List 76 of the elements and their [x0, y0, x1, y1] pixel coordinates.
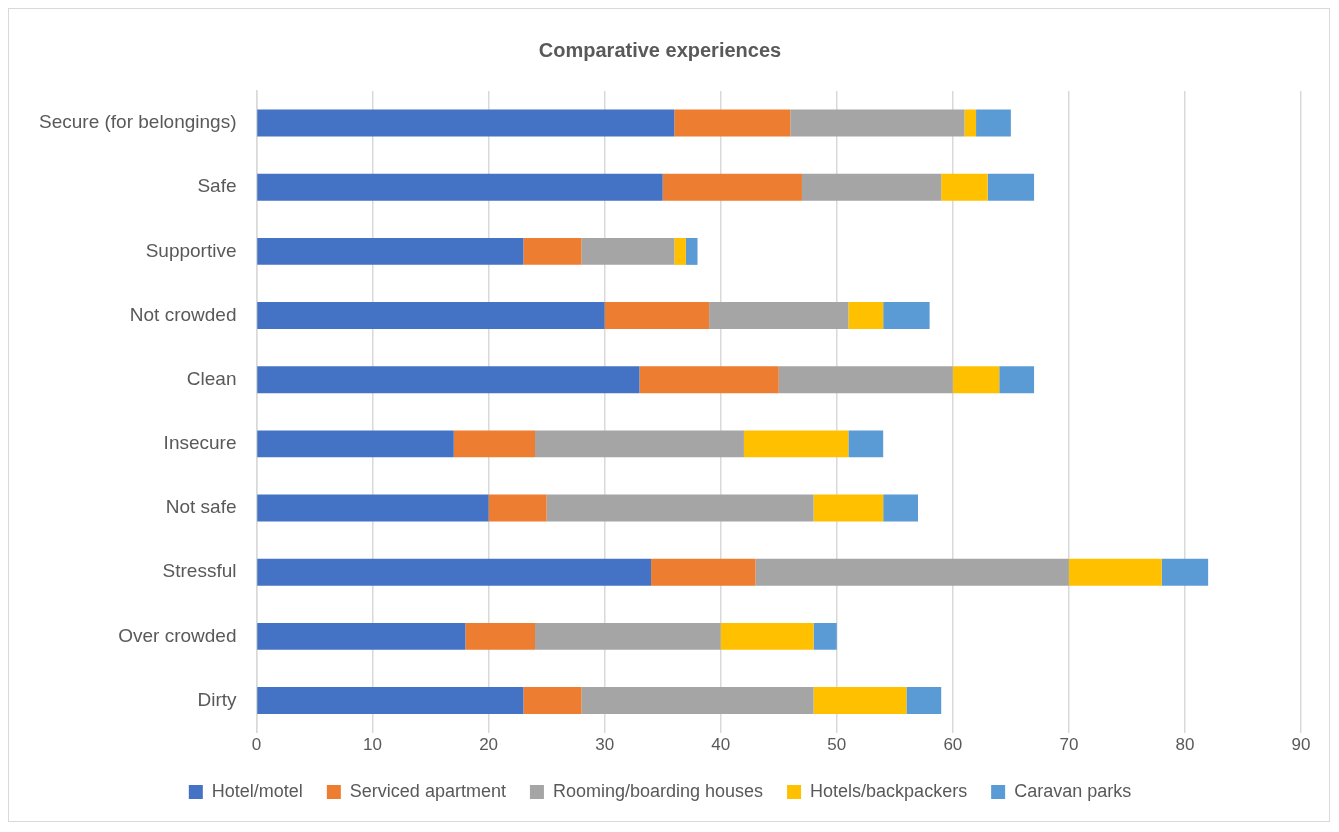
bar — [848, 430, 884, 458]
bar — [662, 173, 802, 201]
bar — [720, 622, 814, 650]
bar — [964, 109, 977, 137]
bar — [257, 622, 466, 650]
y-tick-label: Not crowded — [129, 303, 237, 325]
y-tick-label: Secure (for belongings) — [39, 111, 237, 133]
bar — [257, 558, 652, 586]
bar — [1161, 558, 1209, 586]
bar — [976, 109, 1011, 137]
bar — [790, 109, 965, 137]
bar — [987, 173, 1035, 201]
bar — [813, 622, 837, 650]
bar — [257, 237, 524, 265]
y-tick-label: Dirty — [197, 688, 237, 710]
y-tick-label: Insecure — [163, 432, 237, 454]
bar — [952, 366, 1000, 394]
bar — [488, 494, 547, 522]
bar — [581, 687, 814, 714]
bar — [755, 558, 1069, 586]
chart-title: Comparative experiences — [538, 38, 782, 61]
bar — [651, 558, 756, 586]
legend-label: Rooming/boarding houses — [552, 780, 764, 801]
bar — [257, 109, 675, 137]
y-tick-label: Not safe — [165, 496, 237, 518]
x-tick-label: 60 — [943, 735, 963, 755]
bar — [535, 430, 744, 458]
legend-label: Hotels/backpackers — [810, 780, 968, 801]
bar — [906, 687, 942, 714]
bar — [465, 622, 536, 650]
legend-label: Serviced apartment — [349, 780, 506, 801]
bar — [257, 366, 640, 394]
bar — [709, 302, 849, 330]
bar — [257, 494, 489, 522]
bar — [848, 302, 884, 330]
bar — [581, 237, 675, 265]
bar — [883, 302, 930, 330]
y-tick-label: Clean — [186, 367, 237, 389]
x-tick-label: 10 — [363, 735, 383, 755]
bar — [257, 173, 663, 201]
bar — [1068, 558, 1162, 586]
bar — [257, 430, 454, 458]
legend-label: Caravan parks — [1014, 780, 1132, 801]
bar — [453, 430, 536, 458]
y-tick-label: Safe — [197, 175, 237, 197]
bar — [685, 237, 698, 265]
bar — [778, 366, 953, 394]
legend-label: Hotel/motel — [211, 780, 303, 801]
y-tick-label: Supportive — [145, 239, 237, 261]
bar — [674, 109, 791, 137]
x-tick-label: 0 — [251, 735, 262, 755]
bar — [639, 366, 779, 394]
bar — [546, 494, 814, 522]
x-tick-label: 30 — [595, 735, 615, 755]
bar — [674, 237, 686, 265]
bar — [883, 494, 919, 522]
bar — [813, 687, 907, 714]
bar — [604, 302, 710, 330]
bar — [257, 687, 524, 714]
bar — [535, 622, 721, 650]
x-tick-label: 40 — [711, 735, 731, 755]
bar — [941, 173, 988, 201]
x-tick-label: 80 — [1175, 735, 1195, 755]
x-tick-label: 20 — [479, 735, 499, 755]
bar — [999, 366, 1035, 394]
bar — [743, 430, 849, 458]
bar — [801, 173, 942, 201]
bar — [813, 494, 884, 522]
bar — [523, 687, 582, 714]
x-tick-label: 70 — [1059, 735, 1079, 755]
bar — [257, 302, 605, 330]
x-tick-label: 50 — [827, 735, 847, 755]
bar — [523, 237, 582, 265]
y-tick-label: Over crowded — [118, 624, 237, 646]
x-tick-label: 90 — [1291, 735, 1311, 755]
y-tick-label: Stressful — [162, 560, 237, 582]
